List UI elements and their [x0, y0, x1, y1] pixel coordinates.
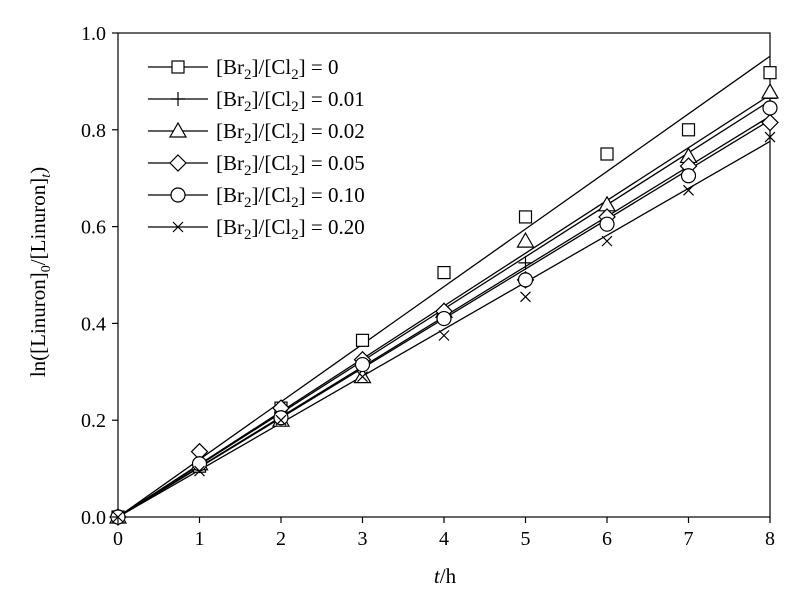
- x-tick-label: 5: [521, 528, 531, 550]
- data-point: [191, 456, 208, 472]
- x-tick-label: 4: [439, 528, 449, 550]
- data-point: [354, 356, 371, 373]
- data-point: [436, 310, 452, 327]
- x-axis-title: t/h: [434, 564, 457, 588]
- legend-item-0: [Br2]/[Cl2] = 0: [148, 55, 339, 83]
- x-tick-label: 0: [113, 528, 123, 550]
- legend-item-5: [Br2]/[Cl2] = 0.20: [148, 215, 365, 243]
- legend-marker: [171, 92, 185, 106]
- y-tick-label: 0.2: [81, 410, 106, 432]
- data-point: [518, 255, 533, 270]
- data-point: [275, 414, 287, 426]
- fit-line-5: [117, 140, 771, 518]
- legend-marker: [172, 221, 184, 233]
- x-tick-label: 7: [684, 528, 694, 550]
- data-point: [763, 66, 777, 80]
- y-tick-label: 0.0: [81, 507, 106, 529]
- axis-ticks: 0 1 2 3 4 5 6 7 8 0.0 0.2 0.4 0.6 0.8 1.0: [81, 23, 775, 550]
- legend-item-1: [Br2]/[Cl2] = 0.01: [148, 87, 365, 115]
- legend-marker: [168, 121, 188, 138]
- data-point: [518, 210, 533, 224]
- data-point: [194, 465, 205, 477]
- legend: [Br2]/[Cl2] = 0 [Br2]/[Cl2] = 0.01 [Br2]/[…: [148, 55, 365, 243]
- legend-label: [Br2]/[Cl2] = 0.05: [216, 151, 365, 179]
- data-point: [680, 168, 697, 184]
- legend-marker: [170, 187, 186, 203]
- legend-label: [Br2]/[Cl2] = 0.01: [216, 87, 365, 115]
- data-point: [681, 123, 696, 137]
- data-point: [355, 333, 370, 347]
- legend-marker: [171, 60, 185, 74]
- data-point: [357, 371, 368, 383]
- data-point: [353, 367, 372, 384]
- data-point: [437, 265, 451, 280]
- data-point: [683, 184, 694, 196]
- legend-label: [Br2]/[Cl2] = 0.20: [216, 215, 365, 243]
- y-tick-label: 0.8: [81, 120, 106, 142]
- legend-label: [Br2]/[Cl2] = 0.10: [216, 183, 365, 211]
- data-point: [601, 235, 613, 247]
- y-tick-label: 0.6: [81, 217, 106, 239]
- legend-label: [Br2]/[Cl2] = 0.02: [216, 119, 365, 147]
- data-point: [516, 231, 535, 248]
- legend-item-3: [Br2]/[Cl2] = 0.05: [148, 151, 365, 179]
- x-tick-label: 2: [276, 528, 286, 550]
- fit-lines: [117, 55, 771, 518]
- x-tick-label: 3: [358, 528, 368, 550]
- legend-item-2: [Br2]/[Cl2] = 0.02: [148, 119, 365, 147]
- data-point: [761, 113, 779, 132]
- data-point: [520, 291, 531, 303]
- data-point: [764, 131, 776, 143]
- fit-line-0: [117, 55, 771, 518]
- series-0-markers: [111, 66, 777, 524]
- data-point: [599, 216, 615, 232]
- y-axis-title: ln([Linuron]0/[Linuron]t): [26, 167, 54, 377]
- data-point: [517, 272, 534, 288]
- data-point: [273, 410, 289, 426]
- legend-marker: [169, 154, 187, 172]
- data-point: [600, 147, 614, 161]
- data-point: [760, 82, 780, 99]
- legend-item-4: [Br2]/[Cl2] = 0.10: [148, 183, 365, 211]
- y-tick-label: 0.4: [81, 313, 106, 335]
- y-tick-label: 1.0: [81, 23, 106, 45]
- data-markers: [108, 66, 780, 526]
- x-tick-label: 1: [195, 528, 205, 550]
- series-5-markers: [112, 131, 776, 523]
- data-point: [762, 100, 778, 116]
- data-point: [438, 330, 450, 341]
- x-tick-label: 6: [602, 528, 612, 550]
- legend-label: [Br2]/[Cl2] = 0: [216, 55, 339, 83]
- x-tick-label: 8: [765, 528, 775, 550]
